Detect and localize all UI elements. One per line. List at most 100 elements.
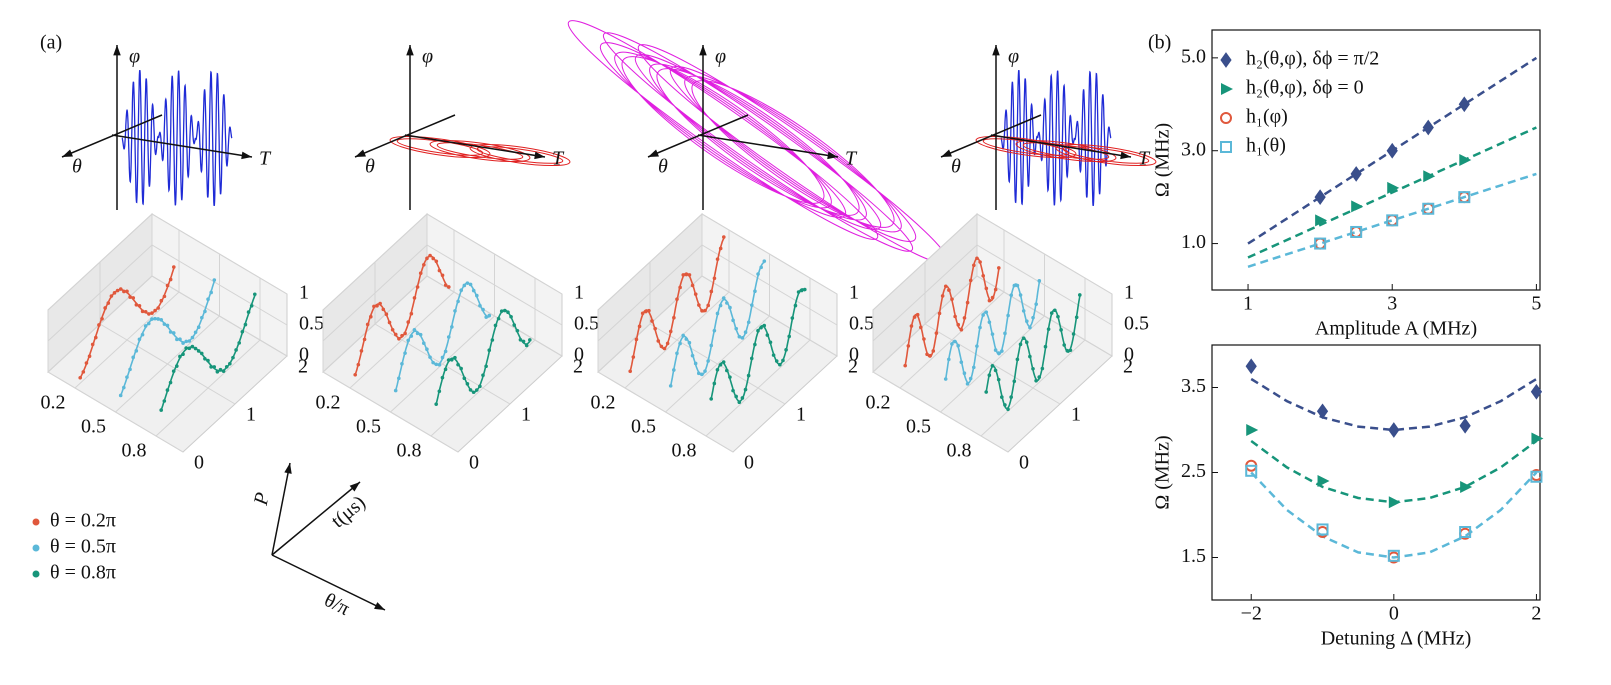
- legend-label: h₁(φ): [1246, 106, 1288, 128]
- marker: [1316, 523, 1329, 536]
- arrow-head: [349, 482, 360, 492]
- marker: [1314, 189, 1326, 206]
- axis-line: [354, 114, 456, 158]
- x-axis-label: Amplitude A (MHz): [1315, 318, 1477, 340]
- tick-label: 0: [849, 344, 859, 366]
- x-tick-label: 1: [1243, 293, 1253, 315]
- legend-marker: [1220, 112, 1232, 124]
- y-tick-label: 1.0: [1181, 231, 1206, 253]
- legend-marker: [32, 518, 40, 526]
- arrow-head: [355, 149, 366, 157]
- grid-line: [872, 244, 1113, 342]
- tick-label: 0: [1019, 452, 1029, 474]
- marker: [1350, 166, 1362, 182]
- marker: [1458, 96, 1470, 113]
- grid-line: [597, 244, 838, 342]
- curve-dot: [172, 265, 176, 269]
- curve: [944, 282, 1041, 384]
- axis-line: [61, 114, 163, 158]
- tick-label: 1: [574, 282, 584, 304]
- tick-label: 1: [1071, 404, 1081, 426]
- legend-label: θ = 0.2π: [50, 510, 116, 532]
- fit-line: [1250, 377, 1538, 432]
- tick-label: 0.2: [41, 392, 66, 414]
- marker: [1423, 170, 1436, 183]
- arrow-head: [113, 45, 121, 56]
- y-tick-label: 3.5: [1181, 375, 1206, 397]
- marker: [1459, 417, 1471, 434]
- curve: [904, 257, 1000, 366]
- legend-marker: [1220, 141, 1232, 153]
- arrow-head: [827, 151, 838, 160]
- arrow-head: [62, 149, 73, 157]
- marker: [1386, 142, 1398, 159]
- x-tick-label: 5: [1531, 293, 1541, 315]
- fit-line: [1250, 439, 1538, 504]
- marker: [1530, 383, 1543, 400]
- axis-line: [271, 481, 361, 556]
- marker: [1387, 181, 1400, 194]
- fit-line: [1250, 471, 1538, 559]
- waveform: [389, 135, 571, 167]
- x-tick-label: 3: [1387, 293, 1397, 315]
- marker: [1460, 480, 1473, 493]
- marker: [1314, 237, 1327, 250]
- marker: [1388, 422, 1400, 438]
- tick-label: 2: [848, 356, 858, 378]
- marker: [1459, 526, 1472, 538]
- y-tick-label: 5.0: [1181, 45, 1206, 67]
- legend-label: h₂(θ,φ), δϕ = 0: [1246, 77, 1364, 99]
- y-tick-label: 1.5: [1181, 545, 1206, 567]
- curve: [710, 288, 806, 403]
- y-axis-label: Ω (MHz): [1152, 435, 1174, 509]
- axis-label: φ: [1008, 46, 1019, 68]
- grid-line: [322, 213, 563, 311]
- tick-label: 0.8: [397, 440, 422, 462]
- plot-frame: [1211, 29, 1541, 291]
- tick-label: 1: [299, 282, 309, 304]
- axis-label: θ: [365, 156, 375, 178]
- arrow-head: [406, 45, 414, 56]
- x-tick-label: 2: [1531, 603, 1541, 625]
- grid-line: [47, 275, 288, 373]
- tick-label: 2: [573, 356, 583, 378]
- axis-label: θ/π: [321, 589, 353, 620]
- axis-label: T: [259, 148, 272, 170]
- tick-label: 0.8: [672, 440, 697, 462]
- curve: [119, 281, 216, 396]
- marker: [1531, 432, 1544, 445]
- axis-label: φ: [422, 46, 433, 68]
- curve-dot: [212, 278, 217, 282]
- axis-label: θ: [658, 156, 668, 178]
- y-axis-label: Ω (MHz): [1152, 123, 1174, 197]
- waveform: [121, 69, 233, 207]
- marker: [1350, 225, 1363, 238]
- marker: [1422, 202, 1435, 215]
- y-tick-label: 2.5: [1181, 460, 1206, 482]
- curve: [160, 295, 256, 411]
- axis-line: [647, 114, 749, 158]
- tick-label: 0: [299, 344, 309, 366]
- marker: [1459, 154, 1472, 166]
- tick-label: 0.8: [122, 440, 147, 462]
- tick-label: 0.8: [947, 440, 972, 462]
- marker: [1317, 475, 1330, 487]
- arrow-head: [992, 45, 1000, 56]
- axis-label: T: [1138, 148, 1151, 170]
- axis-label: θ: [951, 156, 961, 178]
- arrow-head: [374, 602, 385, 610]
- tick-label: 0.5: [574, 313, 599, 335]
- marker: [1351, 200, 1364, 213]
- tick-label: 0: [1124, 344, 1134, 366]
- tick-label: 0: [194, 452, 204, 474]
- tick-label: 0.5: [81, 416, 106, 438]
- curve: [985, 296, 1081, 410]
- tick-label: 2: [1123, 356, 1133, 378]
- waveform: [567, 20, 949, 264]
- curve: [435, 309, 531, 405]
- tick-label: 0: [744, 452, 754, 474]
- marker: [1458, 191, 1471, 204]
- tick-label: 0.2: [866, 392, 891, 414]
- axis-line: [271, 462, 291, 556]
